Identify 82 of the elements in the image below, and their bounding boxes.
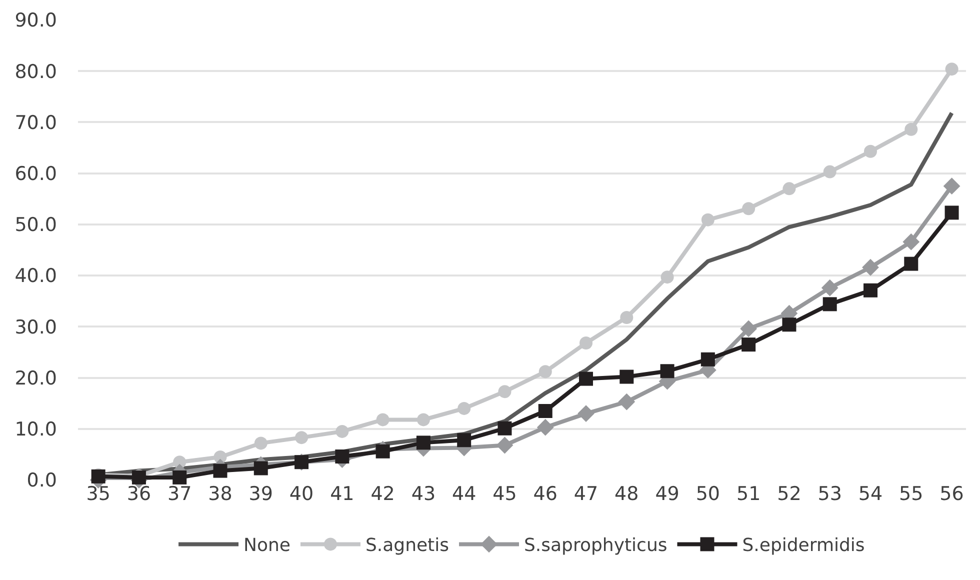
point <box>254 461 268 476</box>
y-tick-label: 90.0 <box>14 10 57 32</box>
y-tick-label: 50.0 <box>14 214 57 236</box>
legend-label: S.agnetis <box>365 535 449 556</box>
point <box>740 320 758 338</box>
point <box>823 165 836 178</box>
point <box>498 385 512 398</box>
point <box>335 449 350 464</box>
y-tick-label: 10.0 <box>14 418 57 441</box>
point <box>579 372 594 386</box>
point <box>254 436 268 450</box>
point <box>660 270 674 284</box>
point <box>660 364 674 378</box>
point <box>620 370 634 384</box>
point <box>620 310 634 324</box>
point <box>701 213 714 226</box>
point <box>416 436 430 450</box>
point <box>618 393 636 410</box>
point <box>742 202 756 216</box>
x-tick-label: 37 <box>168 483 192 505</box>
point <box>336 424 349 438</box>
point <box>782 182 796 196</box>
point <box>821 279 838 296</box>
point <box>172 470 187 484</box>
y-tick-label: 20.0 <box>14 367 57 390</box>
y-tick-label: 30.0 <box>14 316 57 338</box>
x-tick-label: 53 <box>818 483 842 505</box>
point <box>943 178 960 195</box>
x-tick-label: 46 <box>533 483 558 505</box>
x-tick-label: 49 <box>655 483 680 505</box>
x-tick-label: 41 <box>330 483 354 505</box>
point <box>904 122 918 136</box>
x-tick-label: 47 <box>574 483 598 505</box>
point <box>536 418 554 436</box>
point <box>782 318 796 332</box>
legend-label: S.saprophyticus <box>524 535 668 556</box>
point <box>496 436 514 454</box>
point <box>538 404 552 418</box>
y-tick-label: 0.0 <box>26 470 57 492</box>
y-tick-label: 70.0 <box>14 112 57 134</box>
point <box>862 258 879 276</box>
point <box>580 336 593 350</box>
point <box>538 365 552 378</box>
point <box>904 256 918 271</box>
y-tick-label: 40.0 <box>14 265 57 288</box>
x-tick-label: 40 <box>289 483 314 505</box>
point <box>822 297 837 312</box>
x-tick-label: 36 <box>126 483 152 505</box>
x-tick-label: 51 <box>736 483 761 505</box>
point <box>902 233 920 250</box>
x-tick-label: 54 <box>858 483 883 505</box>
point <box>863 283 878 298</box>
x-tick-label: 52 <box>777 483 802 505</box>
point <box>295 431 308 444</box>
x-tick-label: 50 <box>696 483 720 505</box>
x-tick-label: 56 <box>940 483 964 505</box>
point <box>376 413 390 426</box>
x-tick-label: 35 <box>86 483 110 505</box>
point <box>578 405 594 422</box>
x-tick-label: 42 <box>370 483 395 505</box>
x-tick-label: 38 <box>208 483 232 505</box>
legend-label: S.epidermidis <box>742 535 865 556</box>
x-tick-label: 43 <box>411 483 436 505</box>
point <box>742 338 756 352</box>
x-tick-label: 45 <box>492 483 517 505</box>
y-tick-label: 80.0 <box>14 60 57 83</box>
x-tick-label: 48 <box>614 483 639 505</box>
x-tick-label: 39 <box>248 483 273 505</box>
point <box>944 206 959 220</box>
point <box>864 144 877 158</box>
legend-label: None <box>244 535 290 556</box>
point <box>213 464 228 478</box>
point <box>700 352 715 366</box>
x-tick-label: 55 <box>899 483 924 505</box>
point <box>416 413 430 426</box>
x-tick-label: 44 <box>452 483 476 505</box>
y-tick-label: 60.0 <box>14 162 57 185</box>
point <box>376 444 390 458</box>
point <box>458 402 471 415</box>
point <box>945 62 958 76</box>
point <box>457 433 472 448</box>
point <box>498 421 512 436</box>
